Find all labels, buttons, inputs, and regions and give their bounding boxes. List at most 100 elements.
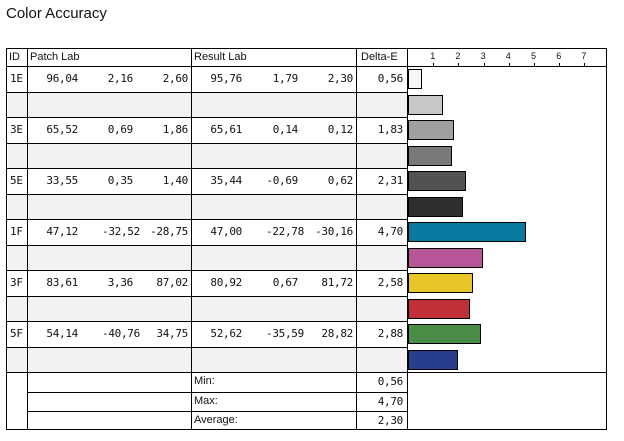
- row-divider: [7, 295, 408, 297]
- delta-e-bar: [408, 94, 444, 115]
- header-divider: [7, 66, 606, 67]
- result-lab-value: 28,82: [321, 327, 353, 340]
- row-divider: [7, 193, 408, 195]
- row-shading: [8, 346, 407, 372]
- row-id: 1F: [10, 225, 23, 238]
- x-tick-label: 1: [430, 51, 436, 61]
- delta-e-bar: [408, 120, 455, 140]
- patch-lab-value: 65,52: [46, 123, 78, 136]
- summary-label: Average:: [194, 414, 238, 426]
- summary-divider: [27, 391, 408, 393]
- delta-e-bar: [408, 196, 463, 217]
- column-divider: [356, 49, 357, 429]
- delta-e-bar: [408, 349, 458, 370]
- patch-lab-value: 3,36: [107, 276, 134, 289]
- row-shading: [8, 91, 407, 117]
- result-lab-value: 95,76: [210, 72, 242, 85]
- x-tick-mark: [584, 63, 586, 67]
- result-lab-value: 47,00: [210, 225, 242, 238]
- row-divider: [7, 372, 606, 373]
- row-divider: [7, 270, 408, 271]
- delta-e-value: 2,31: [377, 174, 404, 187]
- x-tick-mark: [534, 63, 535, 67]
- delta-e-bar: [408, 222, 527, 242]
- delta-e-value: 2,88: [377, 327, 404, 340]
- summary-divider: [27, 411, 408, 412]
- x-tick-mark: [483, 63, 485, 67]
- x-tick-label: 7: [581, 51, 587, 61]
- delta-e-bar: [408, 298, 470, 319]
- summary-value: 2,30: [377, 414, 404, 427]
- delta-e-bar: [408, 247, 483, 268]
- row-shading: [8, 193, 407, 219]
- column-divider: [27, 49, 28, 429]
- patch-lab-value: -32,52: [102, 225, 140, 238]
- result-lab-value: -22,78: [266, 225, 304, 238]
- patch-lab-value: 1,40: [162, 174, 189, 187]
- result-lab-value: 2,30: [327, 72, 354, 85]
- row-id: 1E: [10, 72, 23, 85]
- delta-e-value: 1,83: [377, 123, 404, 136]
- row-shading: [8, 295, 407, 321]
- summary-value: 4,70: [377, 394, 404, 408]
- x-tick-label: 6: [556, 51, 562, 61]
- result-lab-value: 0,14: [272, 123, 299, 136]
- row-id: 5E: [10, 174, 23, 187]
- row-divider: [7, 91, 408, 93]
- result-lab-value: 80,92: [210, 276, 242, 289]
- result-lab-value: 1,79: [272, 72, 299, 85]
- row-divider: [7, 244, 408, 246]
- delta-e-value: 2,58: [377, 276, 404, 289]
- patch-lab-value: 2,60: [162, 72, 189, 85]
- x-tick-label: 4: [505, 51, 511, 61]
- summary-label: Min:: [194, 375, 215, 387]
- patch-lab-value: 87,02: [156, 276, 188, 289]
- x-tick-label: 2: [455, 51, 461, 61]
- row-divider: [7, 346, 408, 348]
- patch-lab-value: -40,76: [102, 327, 140, 340]
- delta-e-bar: [408, 273, 474, 293]
- patch-lab-value: 0,69: [107, 123, 134, 136]
- patch-lab-value: 96,04: [46, 72, 78, 85]
- column-divider: [191, 49, 192, 429]
- x-tick-mark: [458, 63, 460, 67]
- x-tick-label: 5: [531, 51, 537, 61]
- row-id: 3E: [10, 123, 23, 136]
- result-lab-value: -30,16: [315, 225, 353, 238]
- patch-lab-value: -28,75: [150, 225, 188, 238]
- patch-lab-value: 0,35: [107, 174, 134, 187]
- summary-label: Max:: [194, 394, 218, 407]
- row-divider: [7, 142, 408, 144]
- row-divider: [7, 219, 408, 220]
- summary-value: 0,56: [377, 375, 404, 388]
- delta-e-bar: [408, 324, 481, 344]
- page-title: Color Accuracy: [6, 5, 107, 22]
- result-lab-value: -35,59: [266, 327, 304, 340]
- result-lab-value: -0,69: [266, 174, 298, 187]
- result-lab-value: 0,12: [327, 123, 354, 136]
- result-lab-value: 52,62: [210, 327, 242, 340]
- patch-lab-value: 47,12: [46, 225, 78, 238]
- patch-lab-value: 83,61: [46, 276, 78, 289]
- result-lab-value: 81,72: [321, 276, 353, 289]
- patch-lab-value: 33,55: [46, 174, 78, 187]
- result-lab-value: 35,44: [210, 174, 242, 187]
- result-lab-value: 0,62: [327, 174, 354, 187]
- header-patch-lab: Patch Lab: [30, 51, 80, 63]
- row-id: 3F: [10, 276, 23, 289]
- delta-e-value: 0,56: [377, 72, 404, 85]
- row-divider: [7, 321, 408, 322]
- delta-e-bar: [408, 145, 453, 166]
- patch-lab-value: 2,16: [107, 72, 134, 85]
- x-tick-mark: [433, 63, 435, 67]
- row-shading: [8, 142, 407, 168]
- row-divider: [7, 168, 408, 169]
- delta-e-bar: [408, 69, 423, 89]
- result-lab-value: 0,67: [272, 276, 299, 289]
- x-tick-label: 3: [480, 51, 486, 61]
- header-id: ID: [9, 51, 20, 63]
- x-tick-mark: [508, 63, 510, 67]
- delta-e-bar: [408, 171, 467, 191]
- header-result-lab: Result Lab: [194, 51, 247, 63]
